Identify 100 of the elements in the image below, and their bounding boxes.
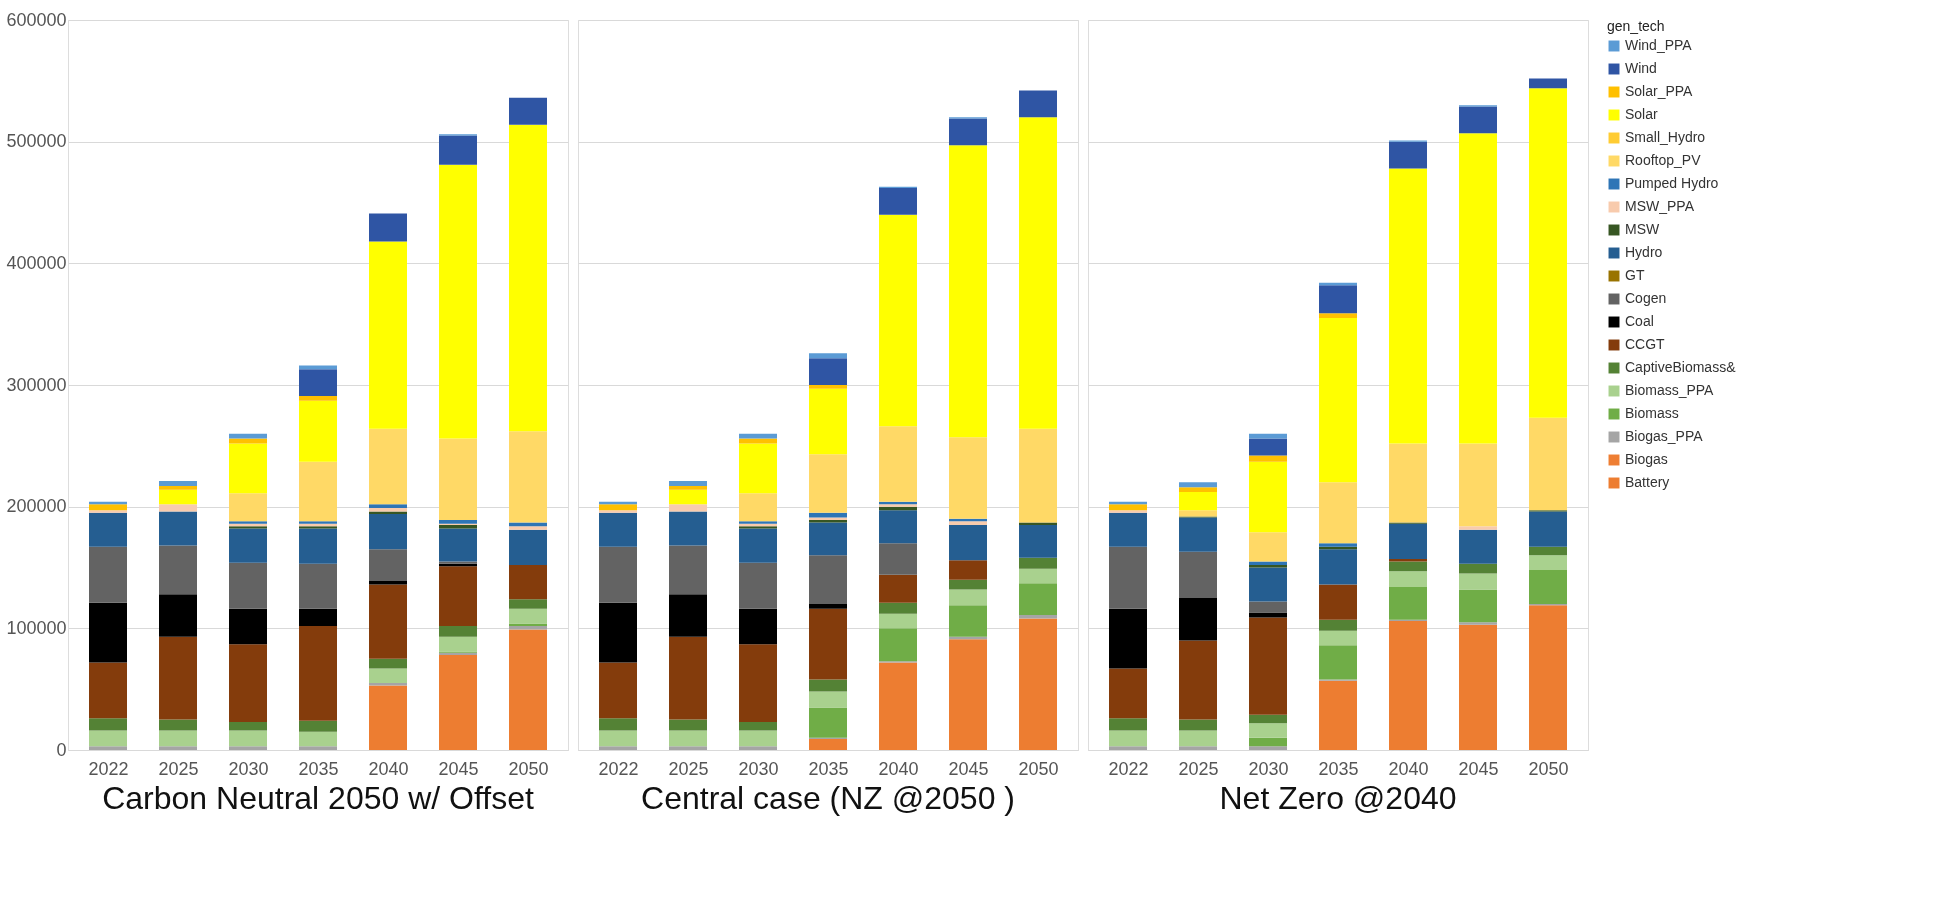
bar: [1319, 285, 1357, 314]
bar: [1179, 597, 1217, 641]
text: Central case (NZ @2050 ): [641, 780, 1015, 816]
bar: [299, 731, 337, 747]
bar: [1319, 619, 1357, 631]
bar: [89, 602, 127, 663]
bar: [229, 493, 267, 522]
bar: [159, 489, 197, 505]
bar: [299, 608, 337, 626]
bar: [1019, 428, 1057, 523]
bar: [1389, 561, 1427, 572]
legend-label: Biogas: [1625, 451, 1668, 467]
bar: [509, 599, 547, 609]
bar: [1389, 571, 1427, 587]
bar: [1319, 318, 1357, 483]
bar: [1529, 555, 1567, 570]
bar: [669, 481, 707, 486]
bar: [1179, 730, 1217, 747]
bar: [879, 214, 917, 427]
bar: [1459, 529, 1497, 564]
bar: [599, 602, 637, 663]
x-tick-label: 2045: [438, 758, 479, 779]
x-tick-label: 2030: [1248, 758, 1289, 779]
legend-label: Battery: [1625, 474, 1670, 490]
bar: [669, 594, 707, 637]
bar: [439, 524, 477, 529]
bar: [439, 566, 477, 626]
bar: [369, 584, 407, 659]
bar: [879, 613, 917, 629]
x-tick-label: 2035: [298, 758, 339, 779]
bar: [1319, 680, 1357, 750]
legend-label: Solar_PPA: [1625, 83, 1694, 99]
bar: [1529, 569, 1567, 604]
bar: [739, 562, 777, 609]
text: Carbon Neutral 2050 w/ Offset: [102, 780, 534, 816]
bar: [299, 625, 337, 721]
x-tick-label: 2045: [1458, 758, 1499, 779]
bar: [159, 481, 197, 486]
bar: [1249, 561, 1287, 566]
bar: [229, 528, 267, 563]
bar: [669, 511, 707, 546]
bar: [299, 400, 337, 462]
bar: [229, 746, 267, 750]
bar: [599, 730, 637, 747]
bar: [1019, 522, 1057, 525]
bar: [669, 636, 707, 720]
x-tick-label: 2035: [808, 758, 849, 779]
bar: [89, 662, 127, 719]
bar: [1249, 532, 1287, 562]
x-tick-label: 2050: [508, 758, 549, 779]
bar: [739, 730, 777, 747]
bar: [1529, 417, 1567, 511]
bar: [599, 746, 637, 750]
bar: [89, 718, 127, 731]
bar: [1389, 168, 1427, 444]
x-tick-label: 2040: [878, 758, 919, 779]
bar: [509, 625, 547, 630]
bar: [1109, 546, 1147, 609]
bar: [1249, 567, 1287, 602]
bar: [739, 493, 777, 522]
x-tick-label: 2050: [1018, 758, 1059, 779]
bar: [439, 655, 477, 750]
legend-label: GT: [1625, 267, 1645, 283]
bar: [1459, 573, 1497, 590]
bar: [1249, 565, 1287, 568]
bar: [879, 543, 917, 575]
legend-title: gen_tech: [1607, 18, 1665, 34]
bar: [949, 437, 987, 519]
bar: [669, 746, 707, 750]
bar: [949, 579, 987, 590]
bar: [1179, 510, 1217, 517]
x-tick-label: 2022: [598, 758, 639, 779]
y-tick-label: 300000: [6, 374, 67, 395]
bar: [369, 658, 407, 669]
bar: [509, 97, 547, 125]
bar: [1459, 622, 1497, 625]
bar: [509, 608, 547, 624]
bar: [369, 580, 407, 585]
bar: [1389, 523, 1427, 559]
bar: [1249, 455, 1287, 462]
bar: [1109, 504, 1147, 511]
bar: [809, 522, 847, 556]
bar: [299, 746, 337, 750]
bar: [949, 589, 987, 606]
bar: [369, 504, 407, 508]
bar: [739, 443, 777, 494]
bar: [599, 512, 637, 547]
bar: [599, 718, 637, 731]
bar: [89, 730, 127, 747]
bar: [599, 662, 637, 719]
bar: [229, 722, 267, 731]
bar: [879, 574, 917, 603]
y-tick-label: 500000: [6, 131, 67, 152]
bar: [89, 504, 127, 511]
bar: [1319, 482, 1357, 544]
bar: [229, 730, 267, 747]
bar: [1179, 719, 1217, 731]
legend-label: Wind: [1625, 60, 1657, 76]
bar: [1109, 608, 1147, 669]
bar: [439, 636, 477, 652]
